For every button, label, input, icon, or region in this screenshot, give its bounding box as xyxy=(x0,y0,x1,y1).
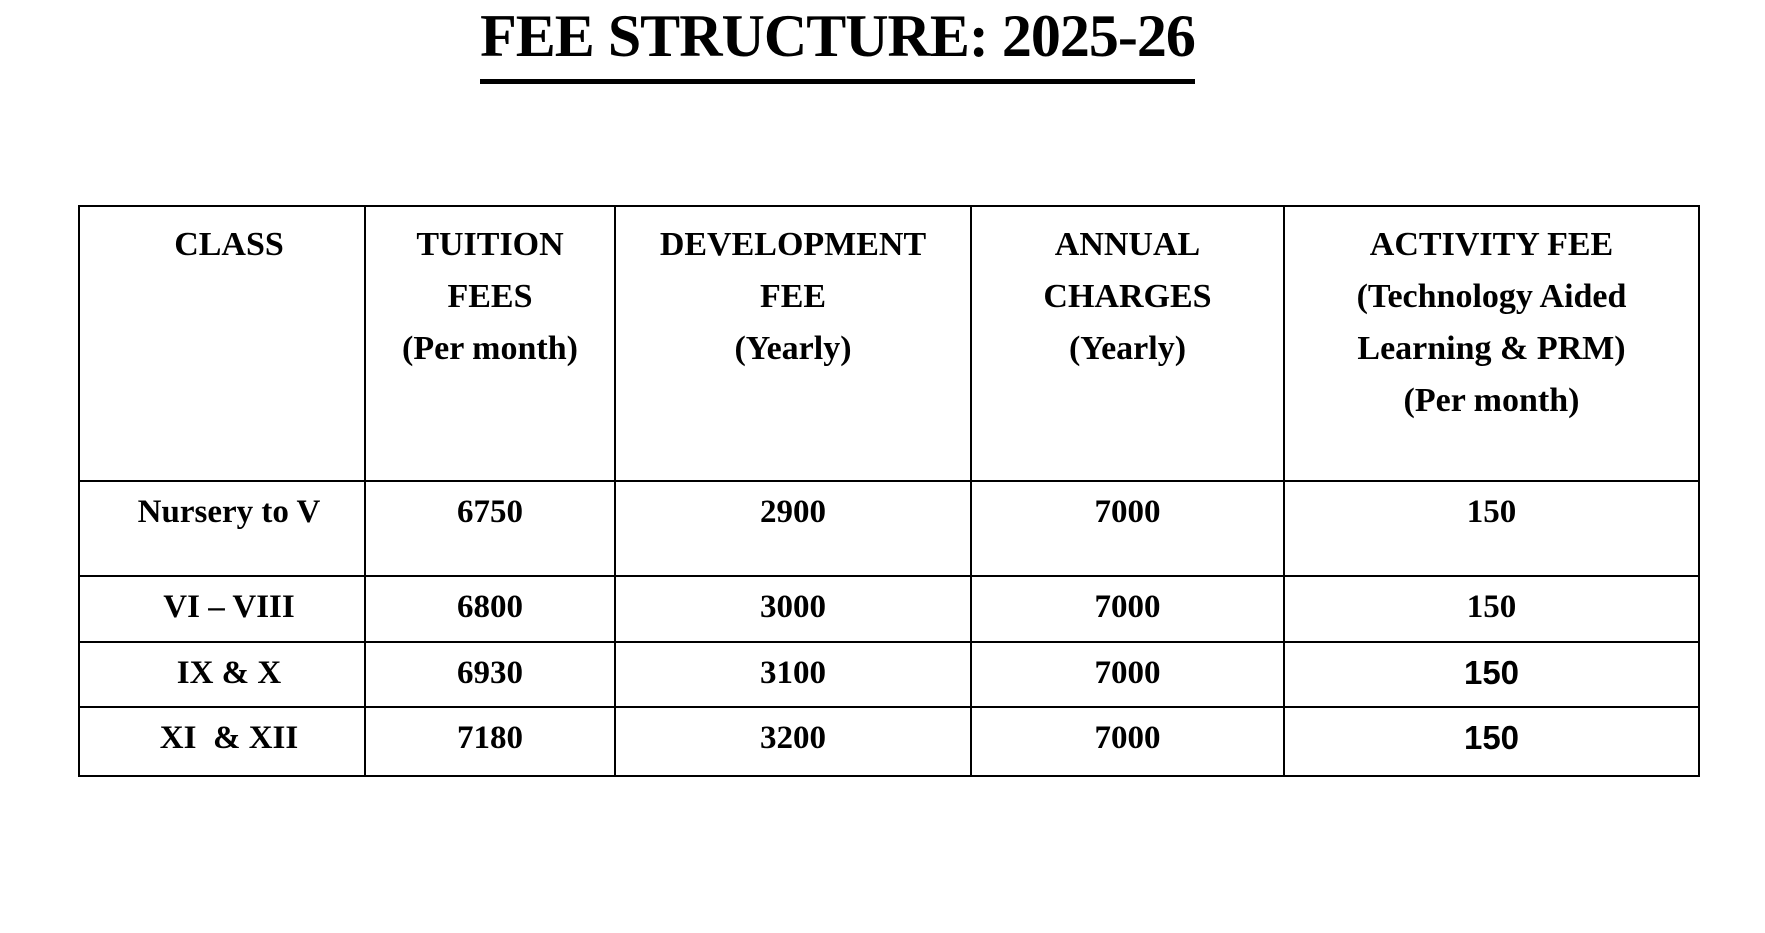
cell-class-label: XI & XII xyxy=(78,706,366,777)
table-row: XI & XII 7180 3200 7000 150 xyxy=(78,706,1700,777)
cell-development-fee: 2900 xyxy=(614,480,972,577)
header-cell-class: CLASS xyxy=(78,205,366,482)
table-row: Nursery to V 6750 2900 7000 150 xyxy=(78,480,1700,577)
cell-tuition-fee: 6750 xyxy=(364,480,616,577)
table-row: VI – VIII 6800 3000 7000 150 xyxy=(78,575,1700,643)
cell-annual-charges: 7000 xyxy=(970,706,1285,777)
cell-tuition-fee: 7180 xyxy=(364,706,616,777)
cell-development-fee: 3100 xyxy=(614,641,972,708)
cell-activity-fee: 150 xyxy=(1283,575,1700,643)
footnotes: Practical Charges–XI & XII @ (Rs.150/-pe… xyxy=(78,846,1196,933)
cell-activity-fee: 150 xyxy=(1283,706,1700,777)
cell-class-label: Nursery to V xyxy=(78,480,366,577)
cell-annual-charges: 7000 xyxy=(970,575,1285,643)
header-cell-tuition-fees: TUITION FEES (Per month) xyxy=(364,205,616,482)
cell-activity-fee: 150 xyxy=(1283,480,1700,577)
header-cell-development-fee: DEVELOPMENT FEE (Yearly) xyxy=(614,205,972,482)
cell-development-fee: 3200 xyxy=(614,706,972,777)
cell-activity-fee: 150 xyxy=(1283,641,1700,708)
cell-annual-charges: 7000 xyxy=(970,480,1285,577)
cell-tuition-fee: 6930 xyxy=(364,641,616,708)
title-container: FEE STRUCTURE: 2025-26 xyxy=(0,2,1675,84)
header-cell-activity-fee: ACTIVITY FEE (Technology Aided Learning … xyxy=(1283,205,1700,482)
cell-class-label: IX & X xyxy=(78,641,366,708)
cell-tuition-fee: 6800 xyxy=(364,575,616,643)
cell-development-fee: 3000 xyxy=(614,575,972,643)
table-header-row: CLASS TUITION FEES (Per month) DEVELOPME… xyxy=(78,205,1700,482)
header-cell-annual-charges: ANNUAL CHARGES (Yearly) xyxy=(970,205,1285,482)
cell-annual-charges: 7000 xyxy=(970,641,1285,708)
page-title: FEE STRUCTURE: 2025-26 xyxy=(480,2,1196,84)
table-row: IX & X 6930 3100 7000 150 xyxy=(78,641,1700,708)
fee-structure-table: CLASS TUITION FEES (Per month) DEVELOPME… xyxy=(78,205,1700,777)
cell-class-label: VI – VIII xyxy=(78,575,366,643)
